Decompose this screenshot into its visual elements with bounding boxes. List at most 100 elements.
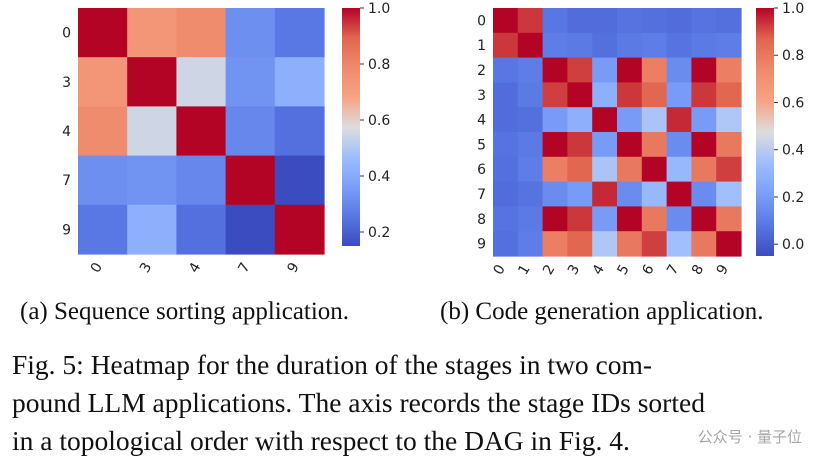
heatmap-cell bbox=[691, 132, 717, 158]
x-tick-label: 2 bbox=[540, 262, 558, 278]
heatmap-cell bbox=[666, 57, 692, 83]
x-tick-label: 0 bbox=[491, 262, 509, 278]
heatmap-cell bbox=[542, 107, 568, 133]
heatmap-cell bbox=[691, 32, 717, 59]
heatmap-cell bbox=[691, 57, 717, 83]
heatmap-cell bbox=[542, 132, 568, 158]
colorbar-tick-label: 1.0 bbox=[368, 1, 390, 17]
heatmap-cell bbox=[542, 156, 568, 183]
heatmap-cell bbox=[493, 57, 519, 83]
heatmap-cell bbox=[78, 155, 128, 206]
y-tick-label: 5 bbox=[477, 137, 486, 153]
heatmap-cell bbox=[617, 82, 643, 108]
x-tick-label: 0 bbox=[88, 260, 106, 276]
heatmap-cell bbox=[517, 57, 544, 83]
heatmap-cell bbox=[716, 156, 742, 183]
heatmap-cell bbox=[567, 8, 593, 34]
heatmap-cell bbox=[274, 204, 325, 255]
y-tick-label: 4 bbox=[62, 124, 71, 140]
heatmap-cell bbox=[617, 181, 643, 207]
x-tick-label: 7 bbox=[235, 260, 253, 276]
heatmap-cell bbox=[666, 32, 692, 59]
heatmap-cell bbox=[716, 57, 742, 83]
heatmap-cell bbox=[517, 32, 544, 59]
x-tick-label: 5 bbox=[615, 262, 633, 278]
heatmap-cell bbox=[691, 156, 717, 183]
heatmap-cell bbox=[666, 231, 692, 257]
heatmap-cell bbox=[225, 204, 276, 255]
heatmap-cell bbox=[592, 57, 618, 83]
caption-b: (b) Code generation application. bbox=[440, 298, 764, 325]
y-tick-label: 6 bbox=[477, 162, 486, 178]
heatmap-cell bbox=[666, 206, 692, 232]
heatmap-cell bbox=[691, 8, 717, 34]
y-tick-label: 9 bbox=[477, 237, 486, 253]
heatmap-cell bbox=[567, 206, 593, 232]
heatmap-cell bbox=[641, 181, 668, 207]
heatmap-cell bbox=[78, 106, 128, 157]
y-tick-label: 7 bbox=[477, 187, 486, 203]
heatmap-cell bbox=[592, 107, 618, 133]
heatmap-cell bbox=[641, 32, 668, 59]
heatmap-cell bbox=[666, 8, 692, 34]
heatmap-cell bbox=[567, 57, 593, 83]
heatmap-cell bbox=[716, 206, 742, 232]
heatmap-cell bbox=[542, 32, 568, 59]
heatmap-cell bbox=[666, 156, 692, 183]
colorbar-tick-label: 0.8 bbox=[368, 57, 390, 73]
heatmap-cell bbox=[617, 32, 643, 59]
heatmap-cell bbox=[592, 82, 618, 108]
heatmap-cell bbox=[517, 82, 544, 108]
heatmap-cell bbox=[716, 107, 742, 133]
heatmap-cell bbox=[716, 181, 742, 207]
x-tick-label: 9 bbox=[285, 260, 303, 276]
colorbar-tick-label: 0.6 bbox=[782, 95, 804, 111]
heatmap-cell bbox=[493, 132, 519, 158]
heatmap-cell bbox=[225, 106, 276, 157]
heatmap-cell bbox=[716, 231, 742, 257]
heatmap-cell bbox=[592, 181, 618, 207]
colorbar bbox=[756, 8, 774, 256]
heatmap-cell bbox=[666, 181, 692, 207]
colorbar-tick-label: 0.2 bbox=[368, 225, 390, 241]
y-tick-label: 3 bbox=[477, 88, 486, 104]
heatmap-cell bbox=[567, 107, 593, 133]
caption-a: (a) Sequence sorting application. bbox=[20, 298, 350, 325]
heatmap-cell bbox=[127, 57, 177, 107]
heatmap-cell bbox=[176, 106, 227, 157]
heatmap-cell bbox=[592, 132, 618, 158]
heatmap-cell bbox=[493, 82, 519, 108]
heatmap-cell bbox=[567, 32, 593, 59]
heatmap-cell bbox=[691, 231, 717, 257]
x-tick-label: 3 bbox=[137, 260, 155, 276]
colorbar-tick-label: 0.6 bbox=[368, 113, 390, 129]
heatmap-cell bbox=[176, 155, 227, 206]
colorbar-tick-label: 0.4 bbox=[782, 143, 804, 159]
caption-line: in a topological order with respect to t… bbox=[12, 425, 630, 456]
colorbar-tick-label: 0.2 bbox=[782, 190, 804, 206]
heatmap-cell bbox=[666, 82, 692, 108]
heatmap-cell bbox=[617, 57, 643, 83]
heatmap-cell bbox=[617, 206, 643, 232]
heatmap-cell bbox=[542, 57, 568, 83]
heatmap-cell bbox=[493, 206, 519, 232]
heatmap-cell bbox=[666, 132, 692, 158]
heatmap-cell bbox=[517, 206, 544, 232]
y-tick-label: 0 bbox=[62, 26, 71, 42]
heatmap-cell bbox=[274, 155, 325, 206]
heatmap-cell bbox=[127, 204, 177, 255]
heatmap-cell bbox=[225, 8, 276, 58]
heatmap-cell bbox=[176, 8, 227, 58]
heatmap-cell bbox=[641, 107, 668, 133]
x-tick-label: 8 bbox=[689, 262, 707, 278]
heatmap-cell bbox=[542, 8, 568, 34]
heatmap-cell bbox=[641, 57, 668, 83]
x-tick-label: 4 bbox=[186, 260, 204, 276]
heatmap-cell bbox=[617, 8, 643, 34]
heatmap-cell bbox=[691, 181, 717, 207]
heatmap-cell bbox=[641, 8, 668, 34]
heatmap-cell bbox=[542, 231, 568, 257]
heatmap-cell bbox=[517, 156, 544, 183]
